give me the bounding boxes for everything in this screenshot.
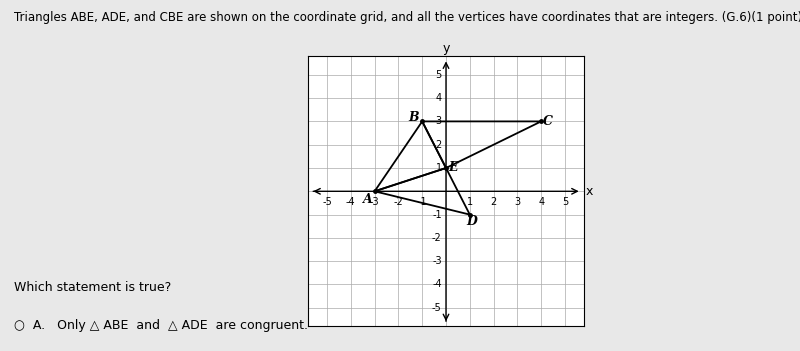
Text: -1: -1 [432,210,442,220]
Text: 4: 4 [538,197,544,207]
Text: 5: 5 [562,197,568,207]
Text: -2: -2 [394,197,403,207]
Text: ○  A.   Only △ ABE  and  △ ADE  are congruent.: ○ A. Only △ ABE and △ ADE are congruent. [14,319,308,332]
Text: -4: -4 [346,197,356,207]
Text: -1: -1 [418,197,427,207]
Text: 2: 2 [435,140,442,150]
Text: 3: 3 [514,197,521,207]
Text: Triangles ABE, ADE, and CBE are shown on the coordinate grid, and all the vertic: Triangles ABE, ADE, and CBE are shown on… [14,11,800,24]
Text: E: E [448,161,458,174]
Text: -5: -5 [432,303,442,313]
Text: B: B [409,111,419,124]
Text: D: D [466,214,478,227]
Text: Which statement is true?: Which statement is true? [14,281,172,294]
Text: 5: 5 [435,70,442,80]
Text: -4: -4 [432,279,442,290]
Text: -3: -3 [432,256,442,266]
Text: C: C [543,115,553,128]
Text: -5: -5 [322,197,332,207]
Text: x: x [585,185,593,198]
Text: -3: -3 [370,197,379,207]
Text: 3: 3 [435,117,442,126]
Text: 2: 2 [490,197,497,207]
Text: A: A [362,193,372,206]
Text: 4: 4 [435,93,442,103]
Text: -2: -2 [432,233,442,243]
Text: 1: 1 [466,197,473,207]
Text: 1: 1 [435,163,442,173]
Text: y: y [442,42,450,55]
